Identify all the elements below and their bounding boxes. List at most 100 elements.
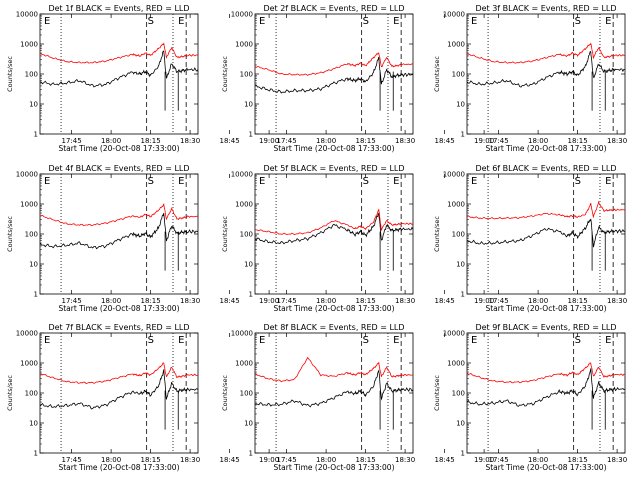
chart-panel-3: Det 3f BLACK = Events, RED = LLD 1 10 100 10… — [433, 4, 627, 153]
marker-letter-e: E — [393, 16, 399, 27]
chart-panel-2: Det 2f BLACK = Events, RED = LLD 1 10 100 10… — [221, 4, 494, 153]
x-tick-label: 17:45 — [489, 456, 509, 464]
x-axis-label: Start Time (20-Oct-08 17:33:00) — [485, 463, 606, 472]
plot-frame — [254, 332, 414, 454]
y-tick-label: 1000 — [235, 41, 253, 49]
y-tick-label: 10000 — [231, 171, 253, 179]
y-axis-label: Counts/sec — [6, 216, 14, 252]
y-axis-label: Counts/sec — [6, 375, 14, 411]
x-tick-label: 17:45 — [62, 137, 82, 145]
marker-letter-e: E — [259, 16, 265, 27]
x-tick-label: 18:30 — [395, 456, 415, 464]
chart-panel-1: Det 1f BLACK = Events, RED = LLD 1 10 100 10… — [6, 4, 279, 153]
x-tick-label: 17:45 — [277, 137, 297, 145]
y-tick-label: 10 — [244, 261, 253, 269]
events-series-line — [39, 212, 199, 250]
panel-title: Det 2f BLACK = Events, RED = LLD — [263, 4, 404, 13]
y-axis-label: Counts/sec — [6, 56, 14, 92]
y-axis-label: Counts/sec — [221, 216, 229, 252]
plot-frame — [39, 332, 199, 454]
marker-letter-s: S — [148, 176, 154, 187]
x-tick-label: 19:00 — [474, 297, 494, 305]
y-tick-label: 1000 — [20, 360, 38, 368]
x-axis-label: Start Time (20-Oct-08 17:33:00) — [485, 304, 606, 313]
x-tick-label: 17:45 — [62, 456, 82, 464]
x-tick-label: 18:00 — [316, 137, 336, 145]
lld-series-line — [39, 42, 199, 64]
y-tick-label: 1000 — [447, 360, 465, 368]
x-tick-label: 19:00 — [259, 137, 279, 145]
marker-letter-e: E — [178, 335, 184, 346]
plot-frame — [39, 173, 199, 295]
x-axis-label: Start Time (20-Oct-08 17:33:00) — [485, 144, 606, 153]
marker-letter-e: E — [471, 335, 477, 346]
y-tick-label: 100 — [240, 231, 253, 239]
x-tick-label: 18:45 — [220, 137, 240, 145]
panel-title: Det 7f BLACK = Events, RED = LLD — [48, 323, 189, 332]
x-tick-label: 18:00 — [101, 297, 121, 305]
y-tick-label: 1 — [461, 291, 465, 299]
y-tick-label: 1 — [34, 450, 38, 458]
lld-series-line — [254, 208, 414, 236]
y-tick-label: 1 — [34, 131, 38, 139]
x-tick-label: 18:15 — [568, 456, 588, 464]
chart-panel-6: Det 6f BLACK = Events, RED = LLD 1 10 100 10… — [433, 164, 627, 313]
y-tick-label: 1 — [249, 450, 253, 458]
y-tick-label: 100 — [452, 390, 465, 398]
events-series-line — [466, 50, 626, 88]
y-tick-label: 10 — [456, 420, 465, 428]
panel-title: Det 8f BLACK = Events, RED = LLD — [263, 323, 404, 332]
x-tick-label: 18:30 — [395, 137, 415, 145]
marker-letter-e: E — [393, 335, 399, 346]
chart-panel-7: Det 7f BLACK = Events, RED = LLD 1 10 100 10… — [6, 323, 279, 472]
x-tick-label: 18:00 — [316, 456, 336, 464]
y-tick-label: 10 — [244, 101, 253, 109]
y-tick-label: 1 — [249, 131, 253, 139]
x-tick-label: 18:30 — [607, 456, 627, 464]
x-tick-label: 18:30 — [180, 137, 200, 145]
marker-letter-e: E — [178, 176, 184, 187]
y-tick-label: 100 — [452, 71, 465, 79]
panel-title: Det 3f BLACK = Events, RED = LLD — [475, 4, 616, 13]
x-tick-label: 18:15 — [356, 297, 376, 305]
panel-title: Det 5f BLACK = Events, RED = LLD — [263, 164, 404, 173]
x-tick-label: 18:00 — [528, 297, 548, 305]
x-tick-label: 19:00 — [259, 456, 279, 464]
y-axis-label: Counts/sec — [221, 56, 229, 92]
chart-panel-8: Det 8f BLACK = Events, RED = LLD 1 10 100 10… — [221, 323, 494, 472]
x-tick-label: 18:45 — [435, 456, 455, 464]
x-tick-label: 18:15 — [141, 137, 161, 145]
marker-letter-s: S — [148, 335, 154, 346]
events-series-line — [254, 56, 414, 94]
events-series-line — [39, 369, 199, 410]
lld-series-line — [254, 356, 414, 383]
y-tick-label: 1 — [461, 131, 465, 139]
x-tick-label: 18:30 — [395, 297, 415, 305]
lld-series-line — [466, 200, 626, 220]
y-tick-label: 100 — [25, 231, 38, 239]
events-series-line — [39, 50, 199, 88]
x-tick-label: 18:30 — [180, 297, 200, 305]
x-tick-label: 18:15 — [141, 297, 161, 305]
x-tick-label: 18:45 — [435, 297, 455, 305]
y-tick-label: 10000 — [443, 11, 465, 19]
x-tick-label: 17:45 — [489, 297, 509, 305]
x-tick-label: 18:45 — [220, 297, 240, 305]
x-tick-label: 18:45 — [220, 456, 240, 464]
x-tick-label: 18:15 — [568, 137, 588, 145]
panel-title: Det 1f BLACK = Events, RED = LLD — [48, 4, 189, 13]
marker-letter-e: E — [259, 335, 265, 346]
marker-letter-s: S — [575, 16, 581, 27]
panel-title: Det 9f BLACK = Events, RED = LLD — [475, 323, 616, 332]
x-tick-label: 18:00 — [316, 297, 336, 305]
plot-frame — [466, 13, 626, 135]
events-series-line — [466, 218, 626, 248]
y-tick-label: 100 — [240, 71, 253, 79]
lld-series-line — [39, 203, 199, 227]
chart-panel-9: Det 9f BLACK = Events, RED = LLD 1 10 100 10… — [433, 323, 627, 472]
marker-letter-e: E — [44, 176, 50, 187]
x-tick-label: 19:00 — [474, 137, 494, 145]
plot-frame — [254, 13, 414, 135]
y-tick-label: 10000 — [443, 171, 465, 179]
marker-letter-e: E — [393, 176, 399, 187]
